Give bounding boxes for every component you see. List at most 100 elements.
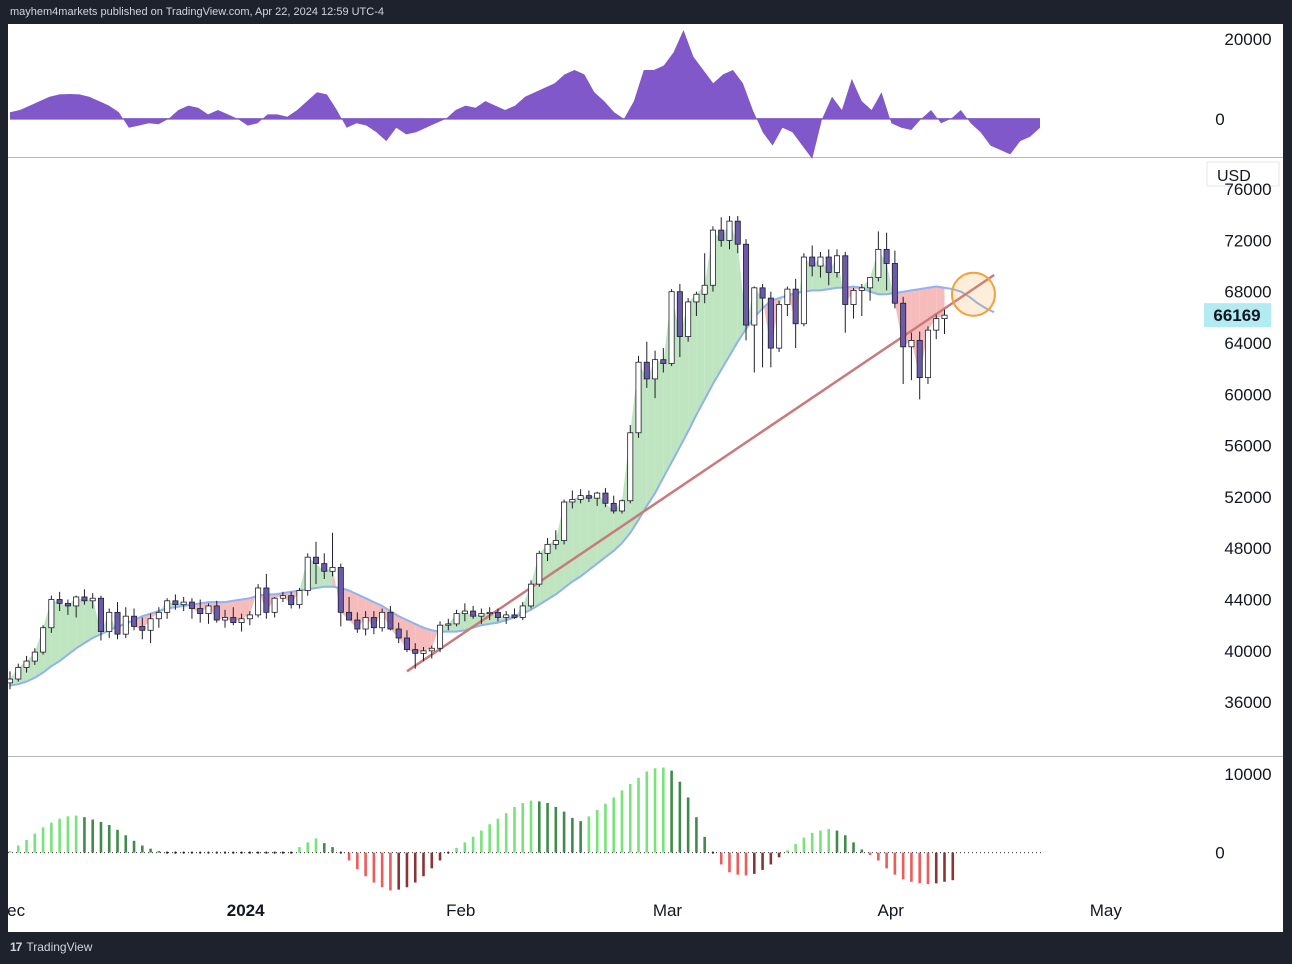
- candle: [147, 613, 154, 644]
- histogram-bar: [562, 811, 566, 853]
- candle: [693, 291, 700, 317]
- histogram-zero-dot: [240, 851, 243, 854]
- candle-body: [709, 229, 716, 286]
- candle-body: [106, 611, 113, 632]
- chart-canvas[interactable]: USD 20000 0 76000 72000 68000 64000 60000 56000…: [0, 24, 1283, 932]
- candle-body: [48, 599, 55, 629]
- candle: [891, 250, 898, 309]
- histogram-bar: [786, 850, 789, 853]
- histogram-bar: [761, 852, 764, 870]
- candle-body: [941, 314, 948, 320]
- candle-body: [858, 287, 865, 291]
- ribbon-segment: [696, 285, 705, 415]
- candle-body: [346, 611, 353, 621]
- candle: [627, 425, 634, 504]
- time-axis-label: Mar: [653, 901, 683, 920]
- candle: [230, 607, 237, 626]
- histogram-bar: [372, 852, 376, 883]
- histogram-tick-label: 0: [1215, 844, 1224, 863]
- histogram-bar: [843, 835, 847, 853]
- candle-body: [652, 359, 659, 380]
- candle: [511, 608, 518, 619]
- candle: [743, 239, 750, 341]
- histogram-bar: [877, 852, 880, 861]
- candle: [97, 595, 104, 641]
- histogram-bar: [835, 830, 839, 853]
- candle-body: [437, 624, 444, 649]
- histogram-bar: [149, 848, 152, 853]
- candle-body: [31, 651, 38, 662]
- histogram-zero-dot: [265, 851, 268, 854]
- candle-body: [850, 289, 857, 305]
- ribbon-segment: [795, 257, 804, 324]
- candle: [354, 612, 361, 633]
- candle: [139, 617, 146, 640]
- histogram-bar: [504, 813, 508, 853]
- candle-body: [197, 608, 204, 615]
- candle-body: [321, 563, 328, 572]
- candle-body: [155, 611, 162, 620]
- histogram-bar: [901, 852, 905, 880]
- candle-body: [81, 596, 88, 602]
- candle: [494, 608, 501, 622]
- candle: [875, 231, 882, 282]
- histogram-bar: [306, 842, 310, 853]
- candle-body: [784, 288, 791, 305]
- candle: [329, 532, 336, 577]
- ribbon-segment: [59, 603, 68, 662]
- histogram-bar: [413, 852, 417, 883]
- candle-body: [114, 611, 121, 635]
- ribbon-segment: [580, 495, 589, 577]
- candle: [73, 595, 80, 618]
- candle-body: [56, 599, 63, 604]
- axis-labels: 20000 0 76000 72000 68000 64000 60000 56000 5200…: [0, 30, 1272, 920]
- histogram-bar: [529, 800, 533, 853]
- histogram-bar: [430, 852, 434, 869]
- candle: [561, 499, 568, 545]
- candle-body: [279, 595, 286, 599]
- histogram-bar: [496, 818, 500, 853]
- histogram-bar: [8, 851, 12, 853]
- histogram-zero-dot: [232, 851, 235, 854]
- candle-body: [428, 647, 435, 652]
- histogram-bar: [604, 803, 607, 853]
- candle-body: [594, 492, 601, 499]
- candle: [131, 608, 138, 631]
- candle-body: [238, 618, 245, 624]
- candle: [64, 599, 71, 615]
- candle-body: [6, 678, 13, 684]
- candle: [346, 596, 353, 621]
- candle-body: [552, 540, 559, 545]
- ribbon-segment: [324, 567, 333, 587]
- oscillator-tick-label: 20000: [1224, 30, 1271, 49]
- histogram-bar: [852, 842, 855, 853]
- histogram-bar: [397, 852, 400, 890]
- candle-body: [73, 596, 80, 607]
- candle: [718, 217, 725, 247]
- candle: [792, 278, 799, 349]
- price-tick-label: 60000: [1224, 385, 1271, 404]
- histogram-zero-dot: [248, 851, 251, 854]
- candle-body: [23, 660, 30, 668]
- candle-body: [610, 502, 617, 512]
- histogram-bar: [802, 837, 806, 853]
- currency-selector[interactable]: USD: [1206, 161, 1280, 187]
- candle-body: [635, 361, 642, 434]
- candle: [668, 289, 675, 367]
- histogram-bar: [83, 817, 86, 853]
- trendline: [406, 273, 995, 673]
- candle-body: [312, 556, 319, 565]
- candle-body: [643, 361, 650, 380]
- candle-body: [776, 304, 783, 349]
- candle: [180, 596, 187, 612]
- candle: [106, 608, 113, 638]
- candle: [850, 287, 857, 319]
- candle-body: [263, 587, 270, 613]
- candle: [594, 491, 601, 506]
- candle: [321, 553, 328, 579]
- candle: [420, 646, 427, 662]
- histogram-bar: [455, 847, 458, 853]
- candle-body: [511, 614, 518, 618]
- moving-average-line: [9, 285, 995, 687]
- candle: [362, 611, 369, 636]
